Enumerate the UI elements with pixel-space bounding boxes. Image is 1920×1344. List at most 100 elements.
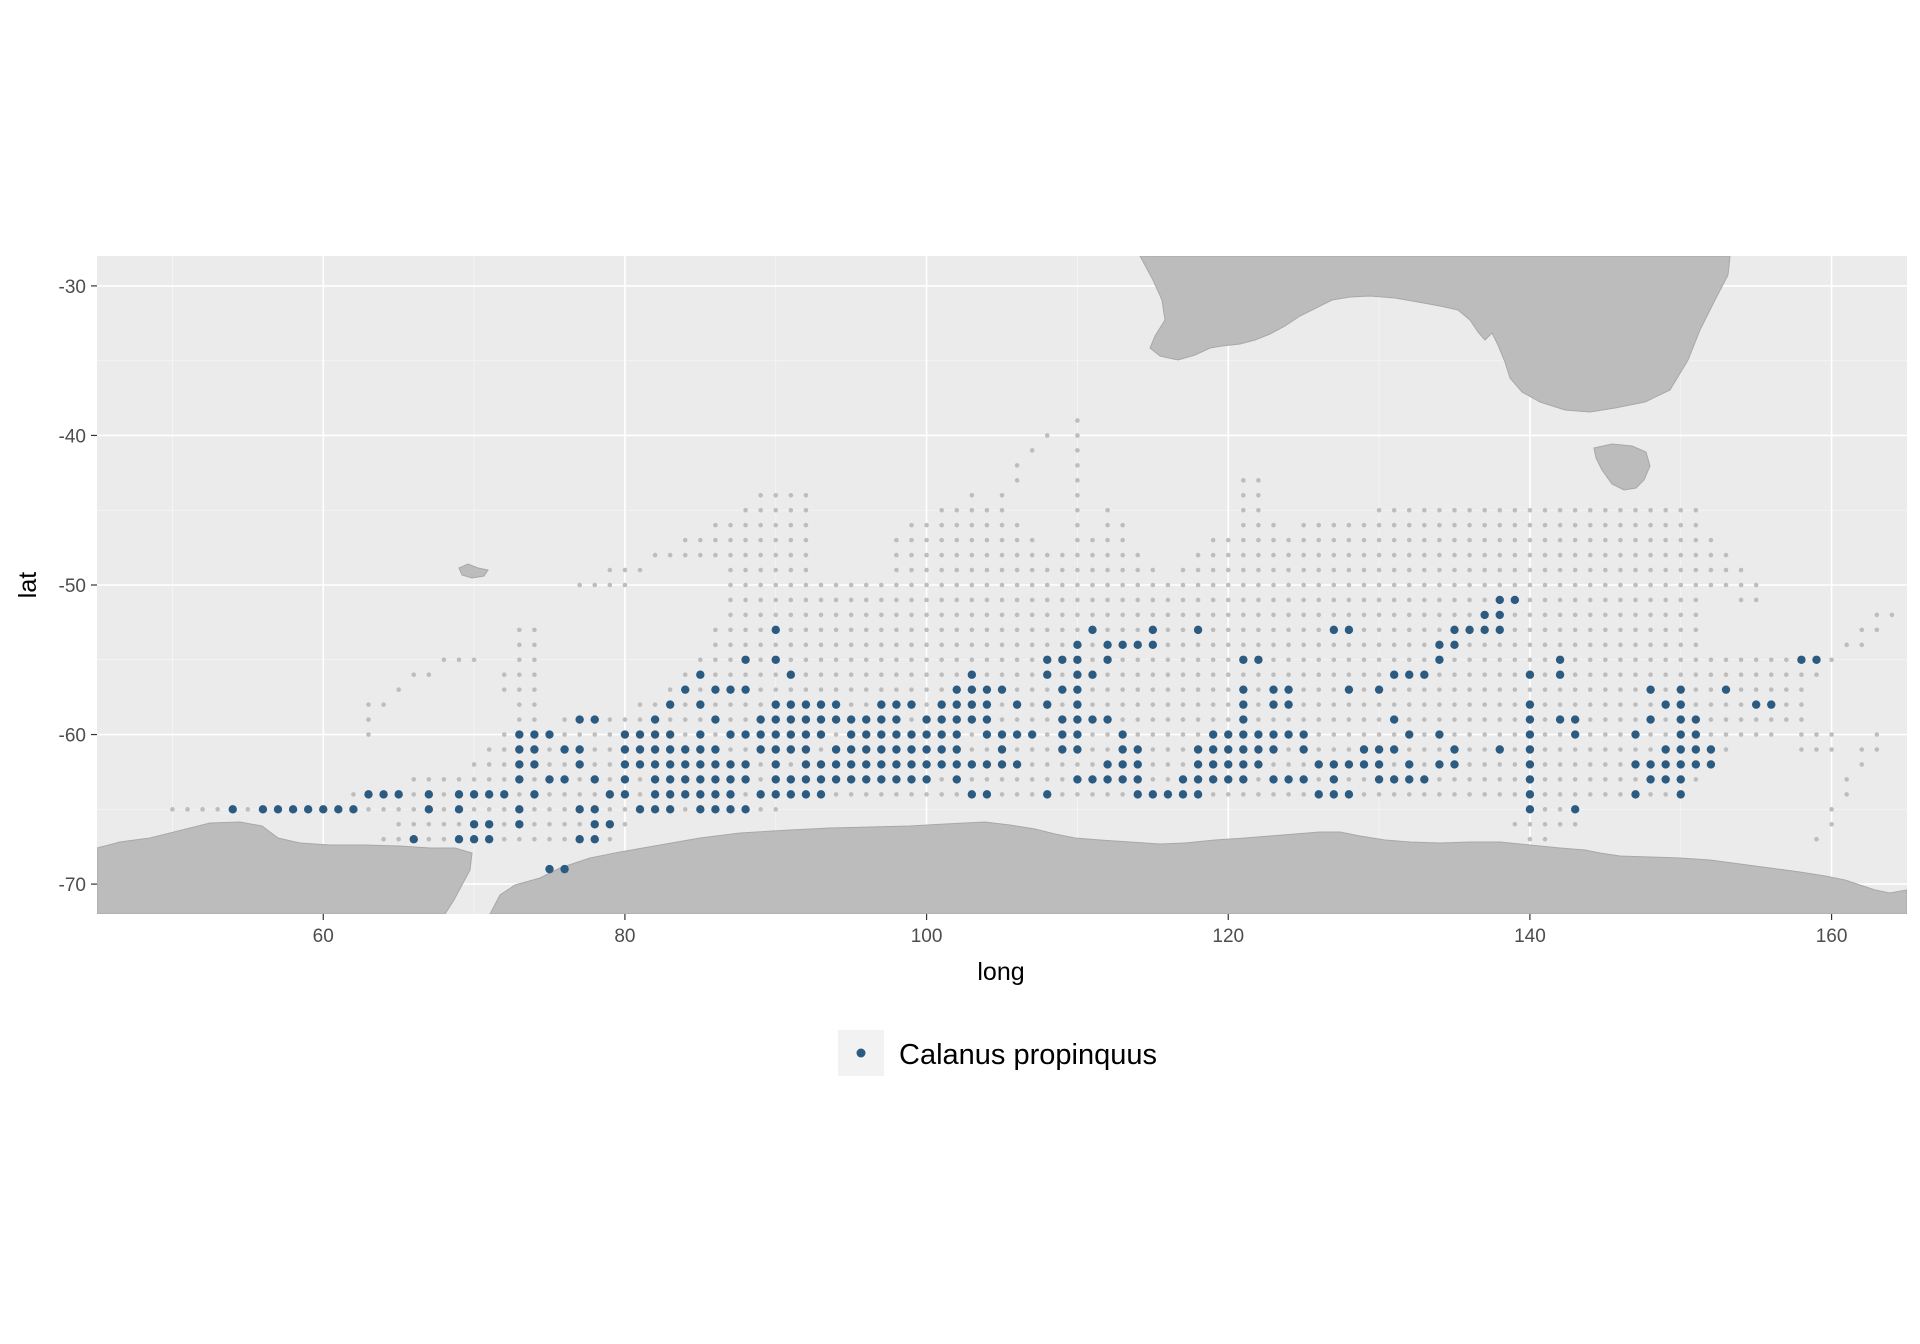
survey-point [1150,762,1156,767]
species-point [1299,775,1308,784]
species-point [771,715,780,724]
survey-point [1286,567,1291,573]
x-axis-title: long [977,958,1024,986]
survey-point [1014,717,1020,722]
species-point [1525,790,1535,799]
survey-point [501,732,507,737]
species-point [1691,715,1701,724]
survey-point [1301,687,1306,692]
survey-point [1029,642,1035,648]
survey-point [501,687,507,692]
survey-point [1437,702,1442,707]
survey-point [728,627,733,633]
survey-point [1542,642,1548,648]
survey-point [1648,522,1653,528]
species-point [711,790,720,799]
survey-point [1814,836,1819,842]
survey-point [1346,642,1352,648]
survey-point [1437,612,1442,618]
survey-point [1256,507,1261,513]
survey-point [637,777,643,782]
survey-point [1784,687,1789,692]
survey-point [1029,448,1035,453]
survey-point [622,821,628,827]
survey-point [924,537,929,543]
survey-point [954,522,960,528]
species-point [575,760,584,769]
survey-point [773,492,779,498]
species-point [1691,730,1701,739]
survey-point [1044,597,1050,603]
survey-point [1512,762,1518,767]
species-point [1058,730,1067,739]
species-point [288,805,298,814]
survey-point [1044,582,1050,588]
survey-point [1633,717,1638,722]
survey-point [788,567,794,573]
survey-point [728,522,733,528]
species-point [1389,715,1399,724]
survey-point [1512,612,1518,618]
survey-point [1467,672,1472,678]
survey-point [1331,642,1337,648]
survey-point [1678,627,1684,633]
survey-point [592,792,598,797]
species-point [590,835,599,844]
survey-point [1286,597,1291,603]
species-point [1239,715,1248,724]
survey-point [939,612,944,618]
survey-point [1527,567,1533,573]
survey-point [1346,612,1352,618]
survey-point [486,762,492,767]
survey-point [1361,687,1367,692]
survey-point [1587,522,1593,528]
survey-point [1241,792,1246,797]
survey-point [1587,657,1593,663]
survey-point [1422,612,1427,618]
survey-point [1271,762,1276,767]
survey-point [1376,522,1382,528]
survey-point [1587,702,1593,707]
species-point [741,805,750,814]
species-point [967,715,977,724]
species-point [726,805,735,814]
survey-point [879,657,884,663]
survey-point [1618,762,1623,767]
survey-point [1437,792,1442,797]
survey-point [1075,537,1080,543]
species-point [771,745,780,754]
species-point [952,700,961,709]
survey-point [501,672,507,678]
survey-point [1165,777,1171,782]
species-point [1148,640,1158,650]
survey-point [1301,552,1306,558]
survey-point [471,777,477,782]
survey-point [1060,567,1065,573]
survey-point [1406,657,1412,663]
species-point [771,730,780,739]
species-point [1118,775,1127,784]
species-point [484,820,494,829]
survey-point [1075,762,1080,767]
survey-point [909,522,914,528]
species-point [1118,760,1127,769]
survey-point [1376,702,1382,707]
survey-point [381,836,386,842]
survey-point [1120,552,1125,558]
survey-point [1557,552,1563,558]
survey-point [1648,702,1653,707]
survey-point [562,836,567,842]
survey-point [501,821,507,827]
species-point [515,745,524,754]
survey-point [682,672,688,678]
survey-point [1075,552,1080,558]
species-point [349,805,358,814]
survey-point [1301,762,1306,767]
survey-point [894,627,899,633]
survey-point [1014,612,1020,618]
survey-point [1271,582,1276,588]
survey-point [517,702,522,707]
species-point [681,685,690,694]
species-point [1631,760,1640,769]
survey-point [426,821,432,827]
